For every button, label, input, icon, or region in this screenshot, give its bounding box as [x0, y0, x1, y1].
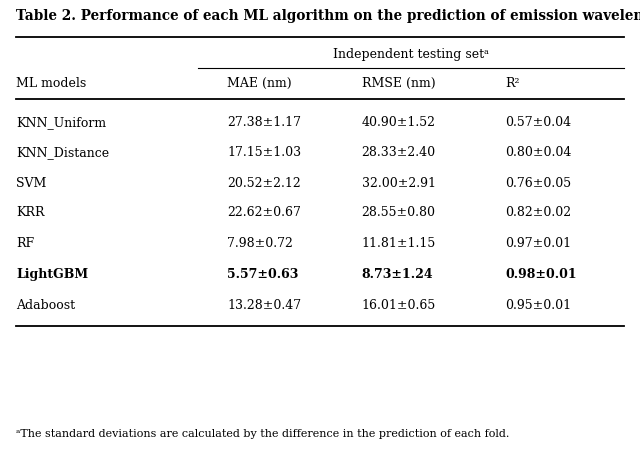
Text: 13.28±0.47: 13.28±0.47 [227, 299, 301, 312]
Text: SVM: SVM [16, 177, 46, 190]
Text: ᵃThe standard deviations are calculated by the difference in the prediction of e: ᵃThe standard deviations are calculated … [16, 429, 509, 439]
Text: Adaboost: Adaboost [16, 299, 75, 312]
Text: 0.97±0.01: 0.97±0.01 [506, 237, 572, 250]
Text: 0.82±0.02: 0.82±0.02 [506, 206, 572, 219]
Text: LightGBM: LightGBM [16, 268, 88, 281]
Text: 17.15±1.03: 17.15±1.03 [227, 146, 301, 159]
Text: 7.98±0.72: 7.98±0.72 [227, 237, 293, 250]
Text: Table 2. Performance of each ML algorithm on the prediction of emission waveleng: Table 2. Performance of each ML algorith… [16, 9, 640, 23]
Text: 32.00±2.91: 32.00±2.91 [362, 177, 436, 190]
Text: 28.33±2.40: 28.33±2.40 [362, 146, 436, 159]
Text: 20.52±2.12: 20.52±2.12 [227, 177, 301, 190]
Text: MAE (nm): MAE (nm) [227, 77, 292, 90]
Text: KRR: KRR [16, 206, 45, 219]
Text: KNN_Distance: KNN_Distance [16, 146, 109, 159]
Text: 8.73±1.24: 8.73±1.24 [362, 268, 433, 281]
Text: 40.90±1.52: 40.90±1.52 [362, 116, 436, 129]
Text: 0.95±0.01: 0.95±0.01 [506, 299, 572, 312]
Text: KNN_Uniform: KNN_Uniform [16, 116, 106, 129]
Text: 27.38±1.17: 27.38±1.17 [227, 116, 301, 129]
Text: RMSE (nm): RMSE (nm) [362, 77, 435, 90]
Text: 0.98±0.01: 0.98±0.01 [506, 268, 577, 281]
Text: 16.01±0.65: 16.01±0.65 [362, 299, 436, 312]
Text: RF: RF [16, 237, 34, 250]
Text: 0.57±0.04: 0.57±0.04 [506, 116, 572, 129]
Text: ML models: ML models [16, 77, 86, 90]
Text: 0.80±0.04: 0.80±0.04 [506, 146, 572, 159]
Text: 5.57±0.63: 5.57±0.63 [227, 268, 299, 281]
Text: Independent testing setᵃ: Independent testing setᵃ [333, 48, 489, 61]
Text: 0.76±0.05: 0.76±0.05 [506, 177, 572, 190]
Text: 22.62±0.67: 22.62±0.67 [227, 206, 301, 219]
Text: R²: R² [506, 77, 520, 90]
Text: 11.81±1.15: 11.81±1.15 [362, 237, 436, 250]
Text: 28.55±0.80: 28.55±0.80 [362, 206, 436, 219]
